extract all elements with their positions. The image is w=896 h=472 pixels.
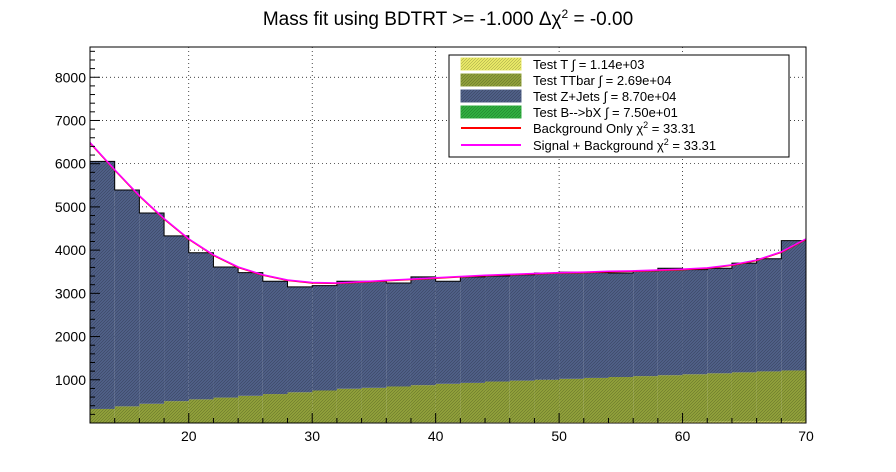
x-tick-label: 40	[428, 428, 444, 444]
bar-hatch	[485, 276, 510, 382]
bar-hatch	[287, 392, 313, 423]
bar-hatch	[213, 397, 239, 423]
bar-hatch	[534, 273, 560, 380]
y-tick-label: 5000	[55, 199, 86, 215]
y-tick-label: 3000	[55, 285, 86, 301]
legend-label: Signal + Background χ2 = 33.31	[533, 137, 716, 153]
bar-hatch	[781, 370, 806, 422]
bar-hatch	[707, 421, 732, 423]
bar-hatch	[756, 421, 782, 423]
bar-hatch	[657, 268, 683, 376]
bar-hatch	[90, 408, 115, 423]
x-tick-label: 50	[551, 428, 567, 444]
bar-hatch	[657, 421, 683, 423]
y-tick-label: 8000	[55, 69, 86, 85]
bar-hatch	[435, 383, 461, 423]
plot-area: 20 30 40 50 60 70 1000 2000 3000 4000 5000 6000 7000…	[55, 46, 814, 444]
bar-hatch	[633, 421, 658, 423]
bar-hatch	[188, 399, 214, 423]
bar-hatch	[312, 390, 337, 423]
y-tick-label: 4000	[55, 242, 86, 258]
bar-hatch	[756, 371, 782, 422]
bar-hatch	[460, 276, 486, 383]
bar-hatch	[312, 285, 337, 391]
bar-hatch	[460, 382, 486, 423]
bar-hatch	[485, 381, 510, 423]
bar-hatch	[707, 373, 732, 422]
bar-hatch	[336, 388, 362, 423]
bar-hatch	[509, 274, 535, 381]
legend-swatch-hatch	[461, 106, 521, 118]
fit-curves	[89, 142, 807, 285]
bar-hatch	[731, 263, 757, 373]
legend-label: Background Only χ2 = 33.31	[533, 120, 696, 136]
bar-hatch	[756, 258, 782, 372]
bar-hatch	[509, 380, 535, 423]
bar-hatch	[410, 276, 436, 386]
legend-swatch-hatch	[461, 74, 521, 86]
bar-hatch	[386, 386, 411, 423]
x-tick-label: 20	[181, 428, 197, 444]
bar-hatch	[114, 406, 140, 423]
bar-hatch	[633, 376, 658, 422]
x-tick-label: 30	[304, 428, 320, 444]
bar-hatch	[731, 421, 757, 423]
y-tick-label: 1000	[55, 372, 86, 388]
bar-hatch	[188, 252, 214, 400]
bar-hatch	[608, 421, 634, 423]
legend-swatch-hatch	[461, 90, 521, 102]
bar-hatch	[114, 190, 140, 407]
fit-curve	[89, 142, 807, 284]
bar-hatch	[559, 378, 584, 423]
bar-hatch	[213, 266, 239, 398]
bar-hatch	[336, 281, 362, 389]
bar-hatch	[238, 395, 263, 423]
plot-frame	[89, 46, 807, 424]
legend-label: Test T ∫ = 1.14e+03	[533, 57, 645, 72]
bar-hatch	[731, 372, 757, 422]
bar-hatch	[139, 403, 165, 423]
bar-hatch	[682, 269, 708, 375]
y-tick-label: 6000	[55, 156, 86, 172]
bar-hatch	[633, 270, 658, 377]
axes: 20 30 40 50 60 70 1000 2000 3000 4000 5000 6000 7000…	[55, 50, 814, 444]
bar-hatch	[262, 281, 288, 395]
bar-hatch	[559, 272, 584, 379]
bar-hatch	[139, 212, 165, 404]
bar-hatch	[361, 281, 387, 388]
bar-hatch	[707, 268, 732, 374]
stacked-bars	[89, 160, 807, 423]
bar-hatch	[361, 387, 387, 423]
bar-hatch	[410, 385, 436, 423]
bar-hatch	[781, 240, 806, 371]
bar-hatch	[238, 272, 263, 396]
bar-hatch	[534, 379, 560, 423]
bar-hatch	[287, 286, 313, 393]
bar-hatch	[583, 272, 609, 378]
legend-swatch-hatch	[461, 58, 521, 70]
legend-label: Test Z+Jets ∫ = 8.70e+04	[533, 89, 676, 104]
bar-hatch	[164, 401, 189, 423]
chart-title: Mass fit using BDTRT >= -1.000 Δχ2 = -0.…	[263, 7, 633, 30]
bar-hatch	[583, 377, 609, 423]
bar-hatch	[682, 374, 708, 422]
bar-hatch	[435, 281, 461, 384]
bar-hatch	[608, 377, 634, 422]
legend-label: Test B-->bX ∫ = 7.50e+01	[533, 105, 678, 120]
y-tick-label: 2000	[55, 329, 86, 345]
bar-hatch	[164, 235, 189, 402]
bar-hatch	[781, 421, 806, 423]
x-tick-label: 60	[675, 428, 691, 444]
bar-hatch	[386, 282, 411, 387]
bar-hatch	[657, 375, 683, 422]
bar-hatch	[682, 421, 708, 423]
y-tick-label: 7000	[55, 112, 86, 128]
x-tick-label: 70	[798, 428, 814, 444]
bar-hatch	[262, 394, 288, 423]
bar-hatch	[608, 273, 634, 378]
legend-label: Test TTbar ∫ = 2.69e+04	[533, 73, 671, 88]
